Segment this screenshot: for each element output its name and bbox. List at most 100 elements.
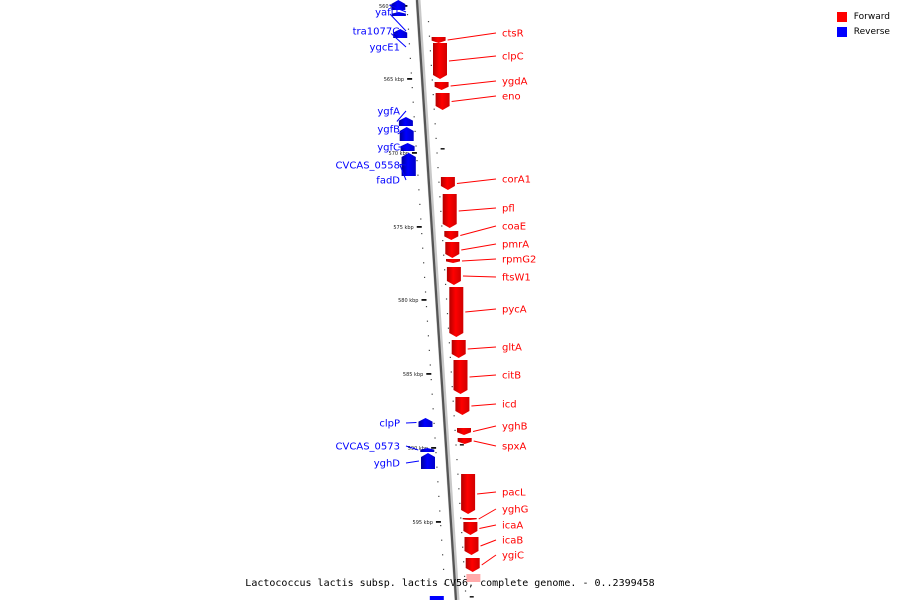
label-leader <box>460 225 497 236</box>
gene-label-tra1077G[interactable]: tra1077G <box>353 27 400 38</box>
partial-gene <box>429 596 444 600</box>
scale-dot <box>433 422 435 424</box>
label-leader <box>396 110 407 122</box>
gene-label-CVCAS_0558[interactable]: CVCAS_0558 <box>336 161 400 172</box>
gene-label-ygfB[interactable]: ygfB <box>377 125 400 136</box>
gene-label-yghG[interactable]: yghG <box>502 505 528 516</box>
scale-dot <box>430 64 432 66</box>
scale-dot <box>434 437 436 439</box>
gene-label-clpC[interactable]: clpC <box>502 52 524 63</box>
gene-arrow-icaA[interactable] <box>463 522 478 535</box>
scale-dot <box>464 590 467 592</box>
gene-label-citB[interactable]: citB <box>502 371 521 382</box>
gene-label-ygcE1[interactable]: ygcE1 <box>370 43 400 54</box>
scale-dot <box>445 298 448 300</box>
scale-dot <box>459 502 461 504</box>
gene-label-icaB[interactable]: icaB <box>502 536 523 547</box>
scale-dot <box>434 123 436 125</box>
major-tick <box>435 521 441 523</box>
gene-label-ftsW1[interactable]: ftsW1 <box>502 273 531 284</box>
gene-arrow-ygfB[interactable] <box>399 127 414 141</box>
gene-arrow-pycA[interactable] <box>449 287 464 337</box>
gene-label-gltA[interactable]: gltA <box>502 343 522 354</box>
gene-label-fadD[interactable]: fadD <box>376 176 400 187</box>
gene-arrow-tra1077G[interactable] <box>391 12 406 16</box>
gene-label-clpP[interactable]: clpP <box>379 419 400 430</box>
scale-dot <box>442 568 445 570</box>
scale-dot <box>435 137 437 139</box>
major-tick <box>411 152 417 154</box>
gene-arrow-CVCAS_0573[interactable] <box>420 448 435 452</box>
scale-dot <box>449 356 451 358</box>
gene-label-pmrA[interactable]: pmrA <box>502 240 529 251</box>
gene-label-ygfC[interactable]: ygfC <box>377 143 400 154</box>
gene-label-ygdA[interactable]: ygdA <box>502 77 528 88</box>
gene-arrow-pmrA[interactable] <box>445 242 460 258</box>
gene-arrow-yghG[interactable] <box>462 518 477 520</box>
gene-label-icd[interactable]: icd <box>502 400 517 411</box>
gene-label-yghD[interactable]: yghD <box>374 459 401 470</box>
gene-arrow-ygfA[interactable] <box>398 117 413 126</box>
label-leader <box>397 128 407 135</box>
gene-arrow-ygiC[interactable] <box>465 558 480 572</box>
gene-label-corA1[interactable]: corA1 <box>502 175 531 186</box>
gene-label-ygiC[interactable]: ygiC <box>502 551 524 562</box>
gene-label-eno[interactable]: eno <box>502 92 521 103</box>
gene-arrow-ctsR[interactable] <box>431 37 446 43</box>
label-leader <box>465 308 497 313</box>
scale-dot <box>463 561 465 563</box>
gene-arrow-yghD[interactable] <box>421 453 435 469</box>
tick-label: 590 kbp <box>408 446 428 452</box>
backbone-line <box>415 0 458 600</box>
gene-arrow-coaE[interactable] <box>444 231 459 240</box>
gene-label-yafI1[interactable]: yafI1 <box>375 8 400 19</box>
scale-dot <box>436 466 438 468</box>
gene-arrow-fadD[interactable] <box>401 153 416 176</box>
scale-dot <box>437 167 439 169</box>
scale-dot <box>461 532 463 534</box>
scale-dot <box>427 335 429 337</box>
gene-arrow-ftsW1[interactable] <box>446 267 461 285</box>
label-leader <box>471 403 497 407</box>
gene-arrow-clpC[interactable] <box>433 43 447 79</box>
gene-arrow-pfl[interactable] <box>442 194 457 228</box>
gene-arrow-clpP[interactable] <box>418 418 433 427</box>
gene-label-pycA[interactable]: pycA <box>502 305 527 316</box>
gene-arrow-ygdA[interactable] <box>434 82 449 90</box>
gene-label-ygfA[interactable]: ygfA <box>377 107 400 118</box>
gene-arrow-icd[interactable] <box>455 397 470 415</box>
gene-features <box>391 0 481 600</box>
gene-arrow-gltA[interactable] <box>451 340 466 358</box>
tick-label: 580 kbp <box>398 298 418 304</box>
gene-arrow-corA1[interactable] <box>440 177 455 190</box>
gene-arrow-icaB[interactable] <box>464 537 479 555</box>
gene-arrow-ygfC[interactable] <box>400 143 415 151</box>
gene-label-icaA[interactable]: icaA <box>502 521 523 532</box>
gene-label-yghB[interactable]: yghB <box>502 422 528 433</box>
gene-arrow-pacL[interactable] <box>461 474 476 514</box>
gene-arrow-spxA[interactable] <box>457 438 472 444</box>
scale-dot <box>463 575 466 577</box>
gene-arrow-yghB[interactable] <box>457 428 471 435</box>
scale-dot <box>460 517 462 519</box>
gene-arrow-eno[interactable] <box>435 93 450 110</box>
gene-label-ctsR[interactable]: ctsR <box>502 29 524 40</box>
major-tick <box>416 226 422 228</box>
gene-arrow-rpmG2[interactable] <box>446 259 460 263</box>
tick-label: 565 kbp <box>384 77 404 83</box>
gene-label-rpmG2[interactable]: rpmG2 <box>502 255 536 266</box>
gene-label-pacL[interactable]: pacL <box>502 488 526 499</box>
gene-labels: ctsR clpC ygdA eno corA1 pfl coaE pmrA rpmG2 ftsW… <box>336 4 536 566</box>
label-leader <box>478 508 497 520</box>
scale-dot <box>435 452 437 454</box>
scale-dot <box>429 364 431 366</box>
gene-label-spxA[interactable]: spxA <box>502 442 526 453</box>
gene-label-pfl[interactable]: pfl <box>502 204 515 215</box>
scale-dot <box>452 400 454 402</box>
gene-arrow-citB[interactable] <box>453 360 468 394</box>
scale-dot <box>443 583 446 585</box>
gene-label-coaE[interactable]: coaE <box>502 222 526 233</box>
scale-dot <box>442 240 444 242</box>
gene-label-CVCAS_0573[interactable]: CVCAS_0573 <box>336 442 400 453</box>
gene-arrow-ygcE1[interactable] <box>393 29 408 38</box>
